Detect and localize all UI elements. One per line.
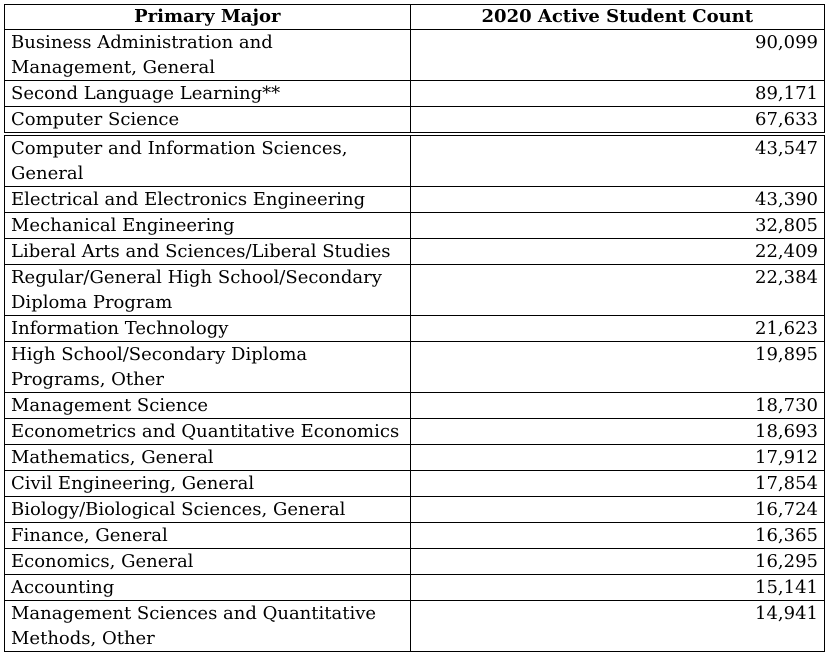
major-cell: Econometrics and Quantitative Economics — [4, 418, 411, 445]
major-cell: Accounting — [4, 574, 411, 601]
major-cell: Liberal Arts and Sciences/Liberal Studie… — [4, 238, 411, 265]
count-cell: 43,390 — [409, 186, 826, 213]
major-cell: High School/Secondary Diploma Programs, … — [4, 341, 411, 393]
count-cell: 67,633 — [409, 106, 826, 135]
major-cell: Biology/Biological Sciences, General — [4, 496, 411, 523]
table-row: Business Administration and Management, … — [4, 29, 826, 81]
table-row: Economics, General 16,295 — [4, 548, 826, 575]
table-row: Management Sciences and Quantitative Met… — [4, 600, 826, 652]
major-cell: Finance, General — [4, 522, 411, 549]
table-row: High School/Secondary Diploma Programs, … — [4, 341, 826, 393]
major-cell: Management Science — [4, 392, 411, 419]
table-row: Finance, General 16,365 — [4, 522, 826, 549]
table-row: Mechanical Engineering 32,805 — [4, 212, 826, 239]
header-student-count: 2020 Active Student Count — [409, 4, 826, 30]
count-cell: 22,384 — [409, 264, 826, 316]
major-cell: Management Sciences and Quantitative Met… — [4, 600, 411, 652]
major-cell: Civil Engineering, General — [4, 470, 411, 497]
count-cell: 15,141 — [409, 574, 826, 601]
majors-table-container: Primary Major 2020 Active Student Count … — [4, 4, 826, 652]
count-cell: 17,854 — [409, 470, 826, 497]
count-cell: 89,171 — [409, 80, 826, 107]
header-primary-major: Primary Major — [4, 4, 411, 30]
major-cell: Information Technology — [4, 315, 411, 342]
major-cell: Business Administration and Management, … — [4, 29, 411, 81]
count-cell: 16,365 — [409, 522, 826, 549]
count-cell: 43,547 — [409, 132, 826, 187]
table-row: Regular/General High School/Secondary Di… — [4, 264, 826, 316]
major-cell: Regular/General High School/Secondary Di… — [4, 264, 411, 316]
count-cell: 22,409 — [409, 238, 826, 265]
major-cell: Electrical and Electronics Engineering — [4, 186, 411, 213]
count-cell: 32,805 — [409, 212, 826, 239]
major-cell: Computer and Information Sciences, Gener… — [4, 132, 411, 187]
major-cell: Second Language Learning** — [4, 80, 411, 107]
table-header-row: Primary Major 2020 Active Student Count — [4, 4, 826, 30]
table-row: Electrical and Electronics Engineering 4… — [4, 186, 826, 213]
table-row: Liberal Arts and Sciences/Liberal Studie… — [4, 238, 826, 265]
table-row: Computer and Information Sciences, Gener… — [4, 132, 826, 187]
table-row: Accounting 15,141 — [4, 574, 826, 601]
table-row: Management Science 18,730 — [4, 392, 826, 419]
table-row: Information Technology 21,623 — [4, 315, 826, 342]
count-cell: 16,724 — [409, 496, 826, 523]
major-cell: Computer Science — [4, 106, 411, 135]
table-row: Econometrics and Quantitative Economics … — [4, 418, 826, 445]
table-row: Second Language Learning** 89,171 — [4, 80, 826, 107]
table-row: Civil Engineering, General 17,854 — [4, 470, 826, 497]
count-cell: 21,623 — [409, 315, 826, 342]
major-cell: Mechanical Engineering — [4, 212, 411, 239]
major-cell: Mathematics, General — [4, 444, 411, 471]
table-row: Biology/Biological Sciences, General 16,… — [4, 496, 826, 523]
count-cell: 17,912 — [409, 444, 826, 471]
major-cell: Economics, General — [4, 548, 411, 575]
count-cell: 19,895 — [409, 341, 826, 393]
count-cell: 14,941 — [409, 600, 826, 652]
count-cell: 90,099 — [409, 29, 826, 81]
count-cell: 18,730 — [409, 392, 826, 419]
count-cell: 18,693 — [409, 418, 826, 445]
table-row: Computer Science 67,633 — [4, 106, 826, 135]
count-cell: 16,295 — [409, 548, 826, 575]
majors-table: Primary Major 2020 Active Student Count … — [4, 4, 826, 652]
table-row: Mathematics, General 17,912 — [4, 444, 826, 471]
